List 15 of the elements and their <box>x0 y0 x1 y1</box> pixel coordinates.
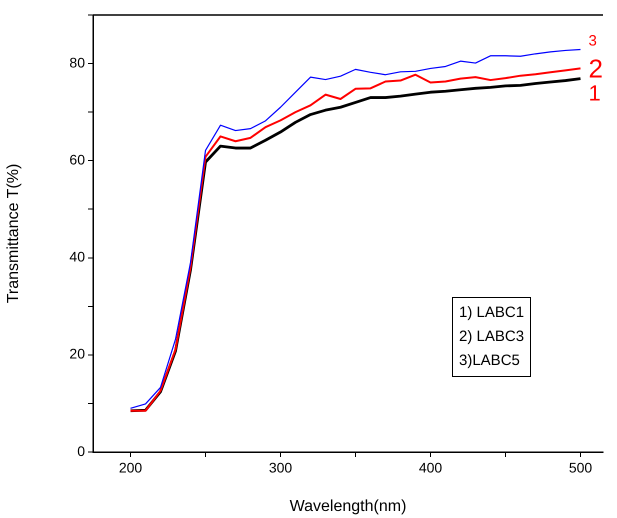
annotation: 3)LABC5 <box>459 351 521 371</box>
y-tick-label: 80 <box>69 54 86 70</box>
y-tick-label: 60 <box>69 152 86 168</box>
y-tick-label: 20 <box>69 346 86 362</box>
x-tick-label: 300 <box>268 459 292 476</box>
annotation: 1) LABC1 <box>459 303 524 323</box>
x-axis-title: Wavelength(nm) <box>290 498 406 515</box>
y-axis-title: Transmittance T(%) <box>5 164 22 304</box>
series-label: 3 <box>588 32 597 50</box>
y-tick-label: 40 <box>69 248 86 265</box>
x-tick-label: 400 <box>418 459 442 476</box>
y-tick-label: 0 <box>77 442 86 459</box>
x-tick-label: 200 <box>118 459 142 476</box>
x-tick-label: 500 <box>568 459 592 476</box>
annotation: 2) LABC3 <box>459 327 524 347</box>
